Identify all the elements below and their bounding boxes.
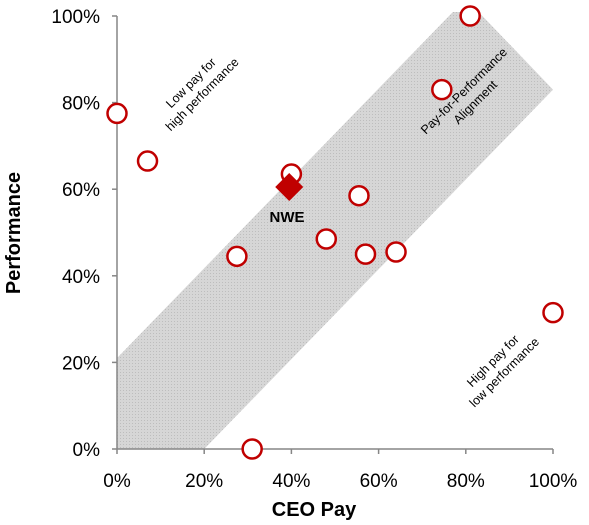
bottom-right-annotation: High pay for low performance: [464, 332, 542, 410]
y-tick-label: 20%: [62, 353, 100, 374]
data-point: [241, 438, 263, 460]
pay-for-performance-band: [117, 12, 553, 449]
y-tick-label: 100%: [51, 7, 100, 28]
data-point: [385, 241, 407, 263]
data-point: [315, 228, 338, 250]
data-point: [431, 78, 453, 101]
y-tick-label: 60%: [62, 180, 100, 201]
data-point: [542, 301, 564, 324]
y-axis-title: Performance: [3, 172, 25, 294]
data-points: [106, 5, 564, 460]
x-axis-title: CEO Pay: [272, 499, 357, 521]
nwe-label: NWE: [270, 209, 305, 226]
data-point: [106, 102, 128, 125]
y-tick-label: 80%: [62, 94, 100, 115]
data-point: [136, 150, 159, 172]
data-point: [226, 245, 248, 268]
x-tick-label: 20%: [185, 471, 223, 492]
x-tick-label: 0%: [103, 471, 131, 492]
x-tick-label: 60%: [360, 471, 398, 492]
x-tick-label: 40%: [272, 471, 310, 492]
x-tick-labels: 0% 20% 40% 60% 80% 100%: [103, 471, 577, 492]
top-left-annotation: Low pay for high performance: [163, 55, 242, 134]
x-tick-label: 80%: [447, 471, 485, 492]
x-tick-label: 100%: [529, 471, 578, 492]
data-point: [354, 243, 377, 265]
data-point: [348, 184, 370, 207]
axis-tick-marks: [112, 15, 554, 454]
data-point: [459, 5, 481, 27]
nwe-diamond-point: [275, 173, 304, 202]
y-tick-label: 0%: [73, 440, 101, 461]
y-tick-label: 40%: [62, 267, 100, 288]
y-tick-labels: 0% 20% 40% 60% 80% 100%: [51, 7, 100, 461]
